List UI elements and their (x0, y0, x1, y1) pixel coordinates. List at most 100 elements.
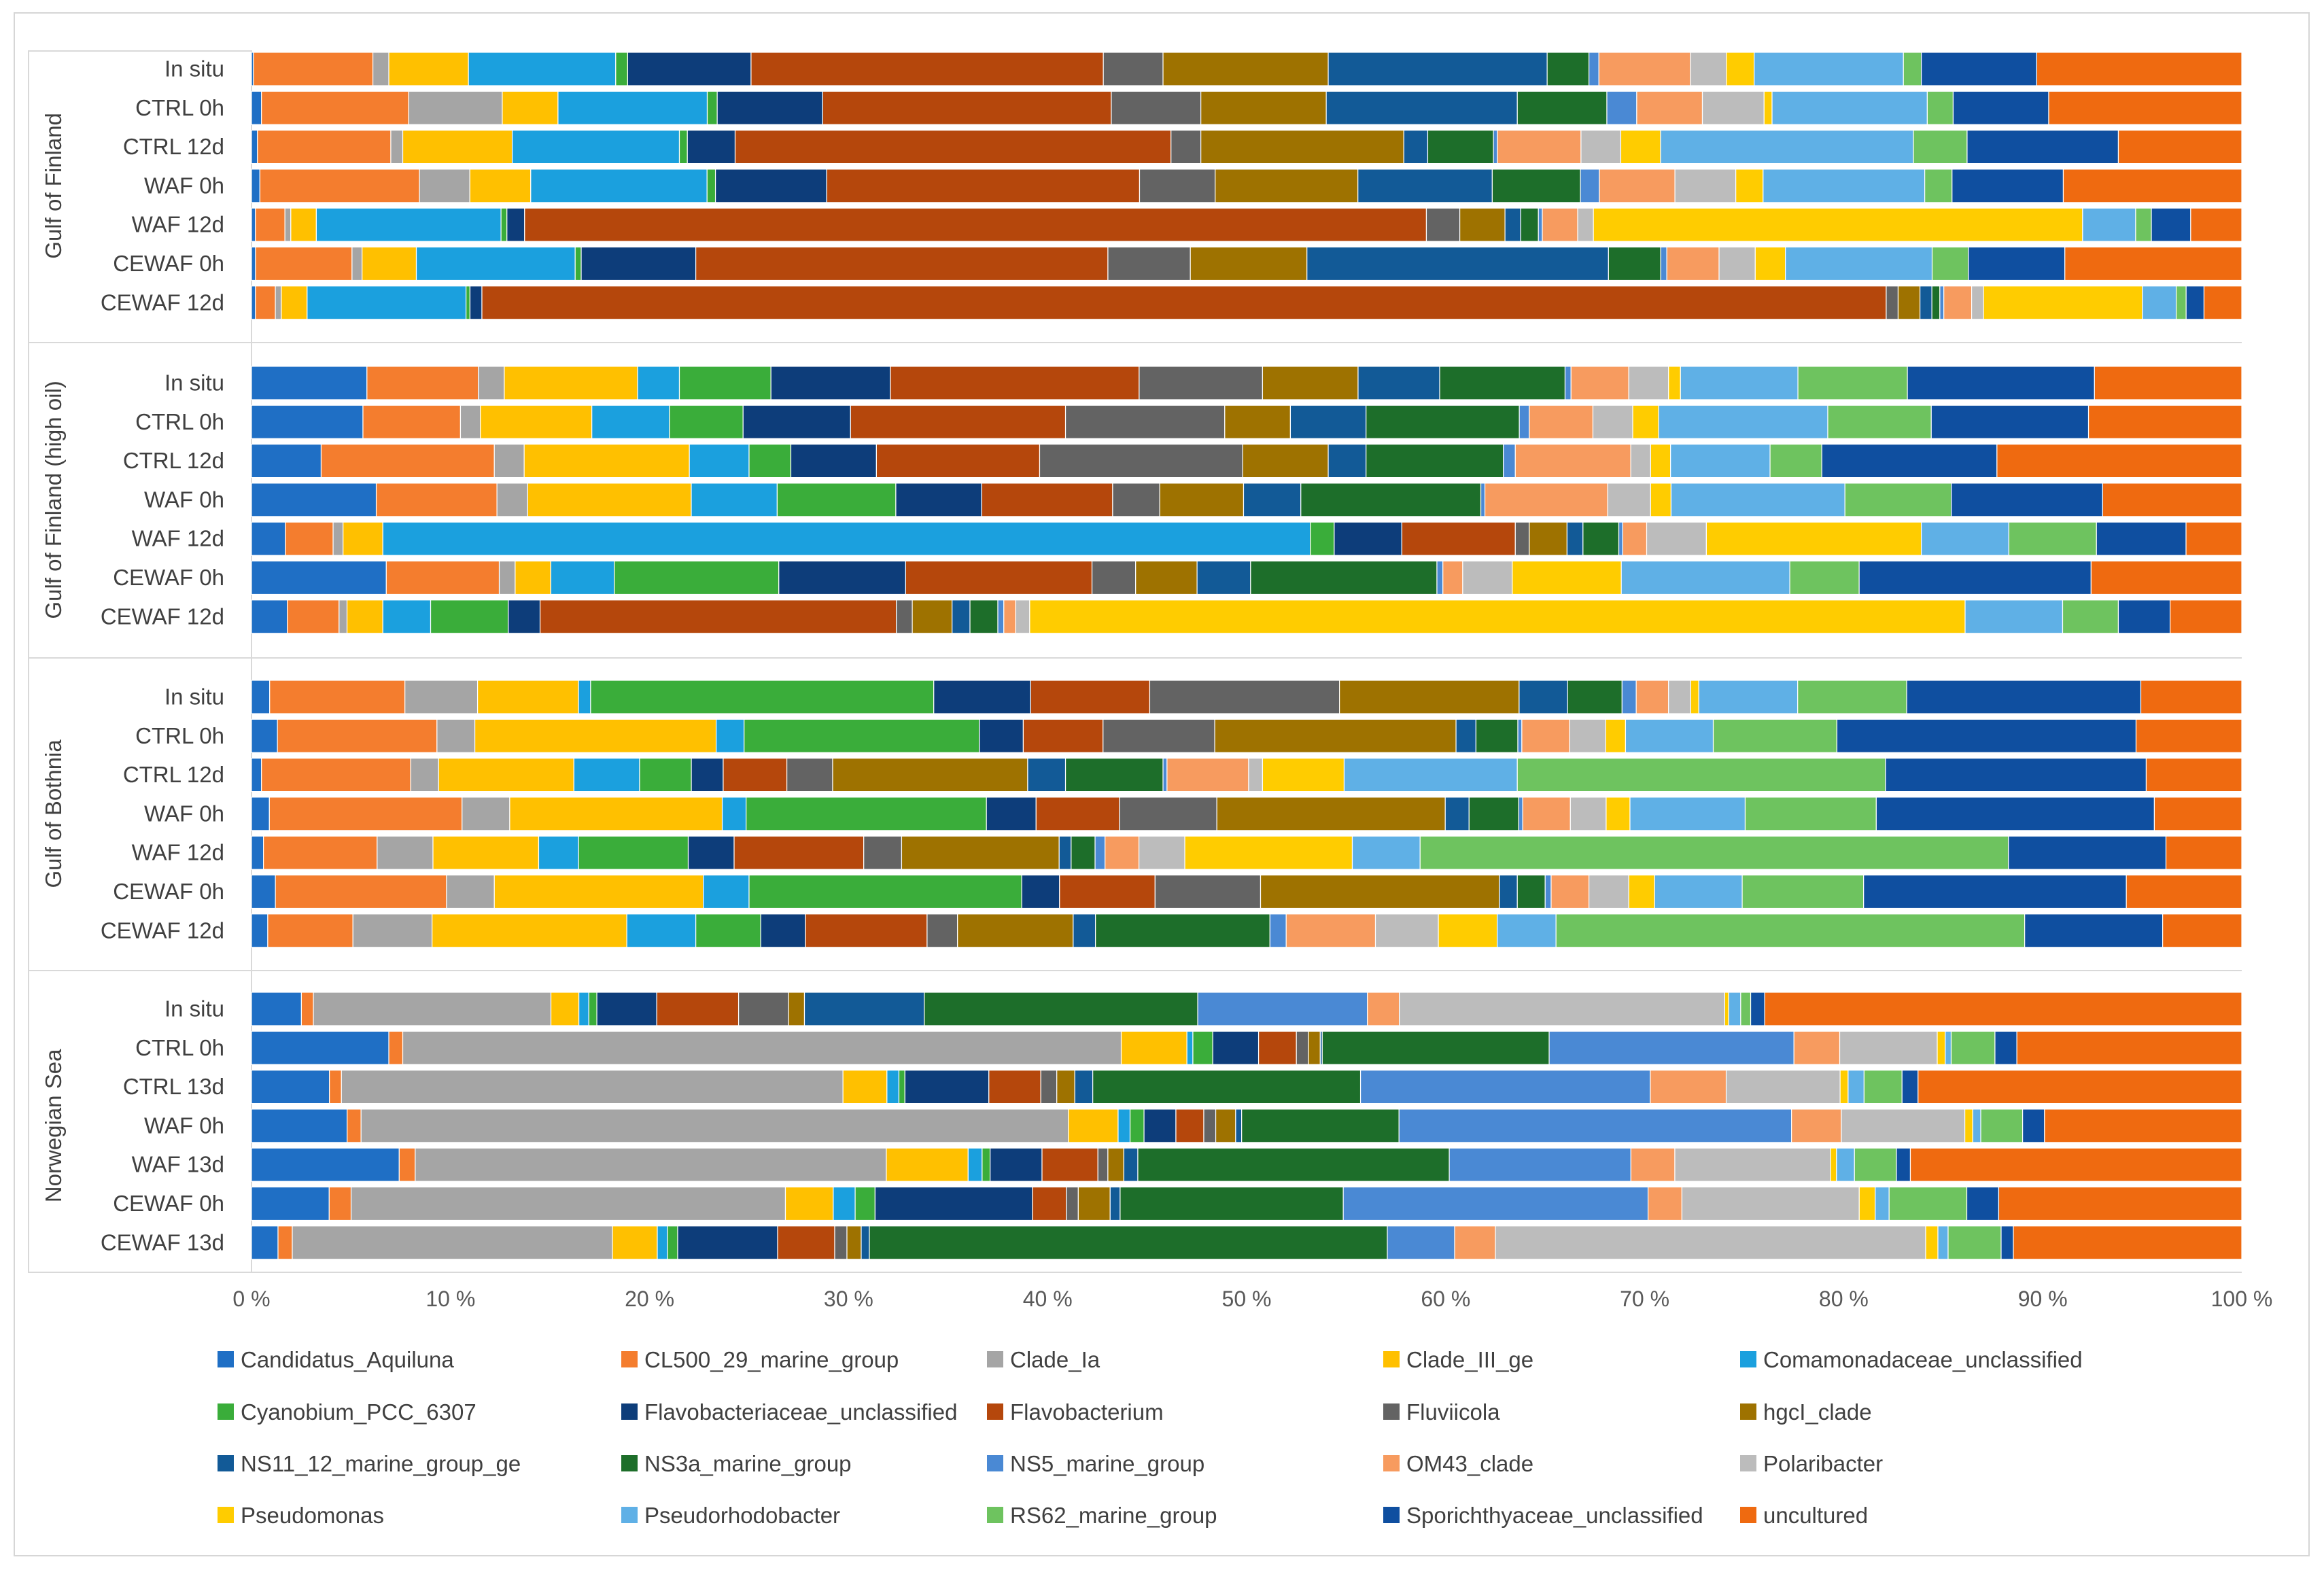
bar-segment: Polaribacter (1138, 835, 1185, 870)
legend-swatch (987, 1455, 1003, 1471)
bar-segment: Flavobacterium (723, 757, 788, 792)
bar-segment: Sporichthyaceae_unclassified (1750, 992, 1765, 1026)
bar-segment: CL500_29_marine_group (347, 1109, 362, 1143)
bar-segment: OM43_clade (1522, 797, 1571, 831)
bar-segment: uncultured (2064, 246, 2242, 281)
bar-segment: uncultured (2153, 797, 2242, 831)
bar-segment: hgcI_clade (912, 599, 953, 634)
bar-segment: Cyanobium_PCC_6307 (588, 992, 597, 1026)
bar-segment: Pseudomonas (1632, 404, 1659, 439)
bar-segment: uncultured (1764, 992, 2242, 1026)
legend-swatch (987, 1403, 1003, 1420)
bar-segment: Candidatus_Aquiluna (251, 1225, 279, 1260)
bar-segment: Flavobacterium (1022, 718, 1104, 753)
bar-segment: Fluviicola (1425, 207, 1461, 242)
category-label: WAF 0h (144, 487, 224, 512)
bar-segment: Clade_III_ge (509, 797, 723, 831)
bar-segment: Polaribacter (1607, 483, 1651, 517)
bar-segment: Fluviicola (1203, 1109, 1217, 1143)
bar-segment: NS5_marine_group (1094, 835, 1106, 870)
bar-segment: Polaribacter (1248, 757, 1264, 792)
bar-segment: Pseudorhodobacter (1920, 521, 2010, 556)
bar-segment: RS62_marine_group (1769, 443, 1822, 478)
legend-label: Pseudorhodobacter (644, 1503, 840, 1528)
bar-segment: Clade_Ia (496, 483, 528, 517)
bar-segment: Polaribacter (1630, 443, 1651, 478)
legend-swatch (621, 1507, 638, 1523)
bar-segment: uncultured (1996, 443, 2242, 478)
bar-segment: NS11_12_marine_group_ge (1499, 874, 1518, 909)
bar-segment: Pseudorhodobacter (1836, 1147, 1855, 1182)
bar-segment: Polaribacter (1839, 1030, 1938, 1065)
bar-segment: Sporichthyaceae_unclassified (2000, 1225, 2014, 1260)
bar-segment: Fluviicola (1066, 1186, 1079, 1221)
bar-segment: Comamonadaceae_unclassified (578, 680, 591, 714)
bar-segment: Fluviicola (1154, 874, 1262, 909)
bar-segment: Clade_III_ge (886, 1147, 969, 1182)
bar-segment: Flavobacteriaceae_unclassified (778, 560, 906, 595)
bar-segment: Fluviicola (1107, 246, 1191, 281)
bar-segment: Clade_Ia (350, 1186, 786, 1221)
bar-segment: RS62_marine_group (2135, 207, 2152, 242)
bar-segment: Pseudomonas (1620, 130, 1661, 164)
bar-segment: Fluviicola (1040, 1069, 1058, 1104)
bar-segment: hgcI_clade (1200, 130, 1404, 164)
bar-segment: Sporichthyaceae_unclassified (2151, 207, 2191, 242)
bar-segment: OM43_clade (1650, 1069, 1727, 1104)
bar-segment: Clade_Ia (498, 560, 516, 595)
bar-segment: Cyanobium_PCC_6307 (590, 680, 935, 714)
bar-segment: Cyanobium_PCC_6307 (776, 483, 897, 517)
bar-segment: Pseudomonas (1593, 207, 2083, 242)
bar-segment: CL500_29_marine_group (255, 246, 353, 281)
bar-segment: CL500_29_marine_group (255, 207, 285, 242)
bar-segment: Flavobacterium (1258, 1030, 1297, 1065)
bar-segment: hgcI_clade (1056, 1069, 1075, 1104)
bar-segment: Flavobacteriaceae_unclassified (714, 169, 827, 203)
category-label: CEWAF 12d (101, 604, 224, 629)
bar-segment: Candidatus_Aquiluna (251, 90, 262, 125)
bar-segment: Fluviicola (834, 1225, 848, 1260)
bar-segment: Cyanobium_PCC_6307 (678, 130, 688, 164)
bar-segment: NS3a_marine_group (1516, 90, 1608, 125)
bar-segment: Fluviicola (738, 992, 789, 1026)
bar-segment: Candidatus_Aquiluna (251, 366, 368, 400)
bar-segment: Cyanobium_PCC_6307 (614, 560, 780, 595)
bar-segment: Candidatus_Aquiluna (251, 718, 278, 753)
bar-segment: Candidatus_Aquiluna (251, 599, 288, 634)
bar-segment: CL500_29_marine_group (261, 757, 411, 792)
bar-segment: hgcI_clade (901, 835, 1060, 870)
bar-segment: Pseudomonas (1964, 1109, 1973, 1143)
bar-segment: Fluviicola (863, 835, 903, 870)
bar-segment: RS62_marine_group (2008, 521, 2097, 556)
bar-segment: OM43_clade (1636, 90, 1703, 125)
bar-segment: uncultured (2087, 404, 2242, 439)
legend-swatch (987, 1351, 1003, 1367)
bar-segment: Pseudomonas (1628, 874, 1655, 909)
bar-segment: uncultured (2185, 521, 2242, 556)
bar-segment: Candidatus_Aquiluna (251, 1109, 348, 1143)
bar-segment: Flavobacteriaceae_unclassified (687, 835, 735, 870)
legend-label: Flavobacteriaceae_unclassified (644, 1399, 957, 1425)
bar-segment: Pseudorhodobacter (1945, 1030, 1952, 1065)
bar-segment: Pseudorhodobacter (1937, 1225, 1949, 1260)
bar-segment: Fluviicola (1064, 404, 1226, 439)
legend-label: Polaribacter (1763, 1451, 1883, 1476)
bar-segment: NS11_12_marine_group_ge (952, 599, 971, 634)
bar-segment: Comamonadaceae_unclassified (550, 560, 615, 595)
bar-segment: NS11_12_marine_group_ge (1058, 835, 1072, 870)
bar-segment: NS5_marine_group (1580, 169, 1600, 203)
bar-segment: Flavobacteriaceae_unclassified (1021, 874, 1060, 909)
bar-segment: Pseudomonas (1735, 169, 1764, 203)
bar-segment: Pseudorhodobacter (1771, 90, 1928, 125)
bar-segment: RS62_marine_group (1854, 1147, 1897, 1182)
category-label: CEWAF 0h (113, 251, 224, 276)
bar-segment: Pseudomonas (1650, 483, 1672, 517)
bar-segment: Pseudorhodobacter (1875, 1186, 1890, 1221)
bar-segment: OM43_clade (1484, 483, 1608, 517)
x-tick-label: 0 % (232, 1287, 270, 1311)
bar-segment: Fluviicola (1103, 52, 1164, 86)
bar-segment: NS11_12_marine_group_ge (1306, 246, 1609, 281)
bar-segment: Cyanobium_PCC_6307 (1129, 1109, 1145, 1143)
bar-segment: OM43_clade (1166, 757, 1249, 792)
legend-label: RS62_marine_group (1010, 1503, 1217, 1528)
